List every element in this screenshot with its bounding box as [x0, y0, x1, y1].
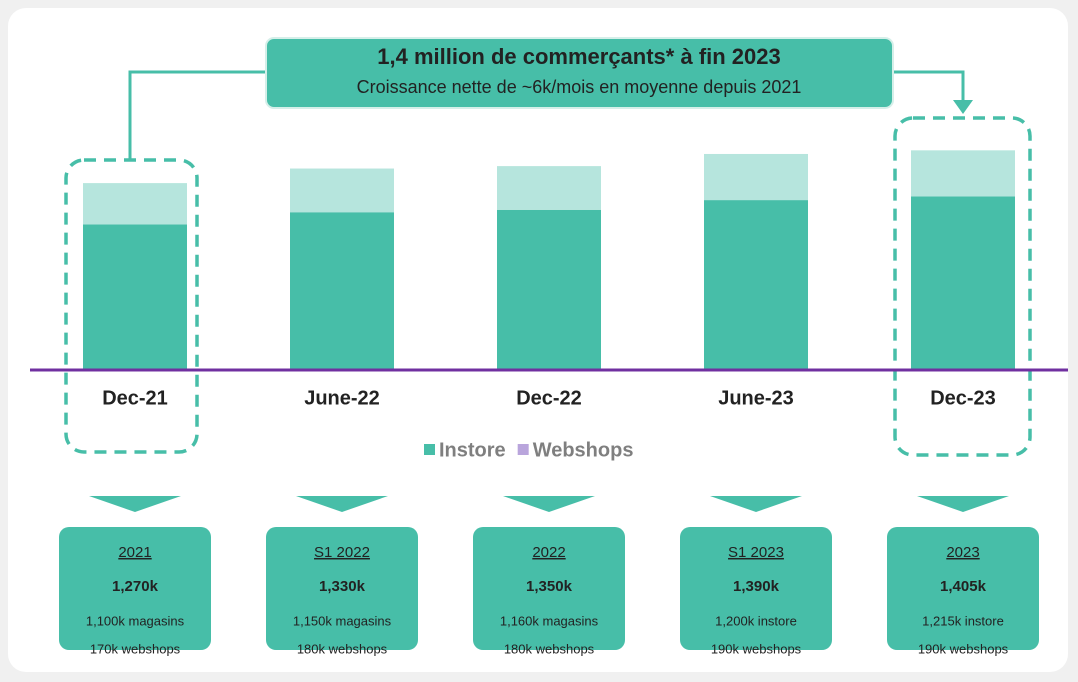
- value-label: 1,160k magasins: [500, 613, 599, 628]
- summary-box: [59, 527, 211, 650]
- bar-segment: [290, 212, 394, 370]
- value-label: 1,200k instore: [715, 613, 797, 628]
- period-label: 2021: [118, 544, 151, 561]
- summary-box: [680, 527, 832, 650]
- value-label: 1,100k magasins: [86, 613, 185, 628]
- connector: [893, 70, 965, 104]
- bar-segment: [83, 183, 187, 225]
- value-label: 170k webshops: [90, 641, 181, 656]
- period-label: S1 2023: [728, 544, 784, 561]
- bar-segment: [704, 200, 808, 370]
- summary-box: [473, 527, 625, 650]
- bar-segment: [911, 150, 1015, 197]
- total-label: 1,330k: [319, 578, 366, 595]
- legend-label: Webshops: [533, 439, 634, 461]
- bar-segment: [290, 168, 394, 213]
- bar-segment: [497, 166, 601, 210]
- period-label: 2022: [532, 544, 565, 561]
- subtitle: Croissance nette de ~6k/mois en moyenne …: [357, 77, 802, 97]
- connector: [128, 70, 266, 160]
- pointer: [917, 496, 1009, 512]
- bar-segment: [911, 196, 1015, 370]
- value-label: 180k webshops: [297, 641, 388, 656]
- pointer: [503, 496, 595, 512]
- highlight: [893, 116, 1032, 457]
- x-tick-label: Dec-22: [516, 387, 582, 409]
- bar-segment: [497, 209, 601, 370]
- total-label: 1,405k: [940, 578, 987, 595]
- bar-segment: [704, 153, 808, 201]
- value-label: 1,215k instore: [922, 613, 1004, 628]
- legend-label: Instore: [439, 439, 506, 461]
- pointer: [296, 496, 388, 512]
- x-tick-label: Dec-23: [930, 387, 996, 409]
- legend-swatch: [424, 444, 435, 455]
- x-tick-label: June-23: [718, 387, 794, 409]
- header-box: [265, 37, 894, 109]
- total-label: 1,390k: [733, 578, 780, 595]
- value-label: 1,150k magasins: [293, 613, 392, 628]
- arrow-head: [953, 100, 973, 114]
- bar-segment: [83, 224, 187, 370]
- total-label: 1,350k: [526, 578, 573, 595]
- summary-box: [266, 527, 418, 650]
- total-label: 1,270k: [112, 578, 159, 595]
- legend-swatch: [517, 444, 529, 455]
- pointer: [710, 496, 802, 512]
- summary-box: [887, 527, 1039, 650]
- value-label: 190k webshops: [711, 641, 802, 656]
- x-tick-label: Dec-21: [102, 387, 168, 409]
- x-tick-label: June-22: [304, 387, 380, 409]
- value-label: 180k webshops: [504, 641, 595, 656]
- value-label: 190k webshops: [918, 641, 1009, 656]
- highlight: [64, 158, 199, 454]
- pointer: [89, 496, 181, 512]
- period-label: 2023: [946, 544, 979, 561]
- period-label: S1 2022: [314, 544, 370, 561]
- title: 1,4 million de commerçants* à fin 2023: [377, 44, 781, 69]
